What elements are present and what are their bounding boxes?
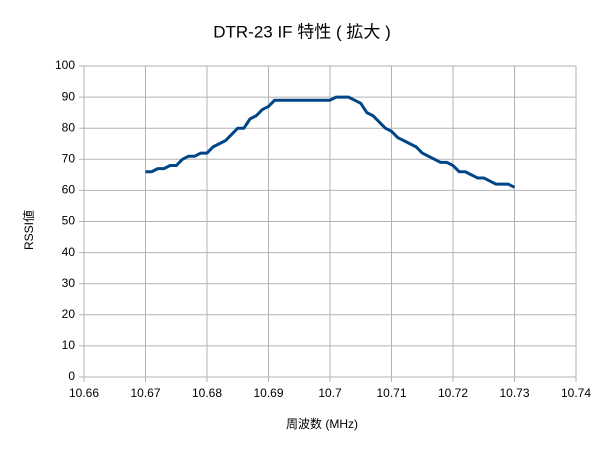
y-tick-label: 10 [62, 338, 76, 352]
data-line [145, 95, 516, 189]
y-tick-label: 50 [62, 214, 76, 228]
x-tick-label: 10.67 [130, 386, 160, 400]
x-tick-label: 10.71 [376, 386, 406, 400]
x-tick-label: 10.69 [253, 386, 283, 400]
y-tick-label: 0 [68, 369, 75, 383]
y-tick-label: 70 [62, 151, 76, 165]
y-tick-label: 80 [62, 120, 76, 134]
y-tick-label: 100 [55, 58, 75, 72]
y-tick-label: 60 [62, 183, 76, 197]
y-tick-label: 40 [62, 245, 76, 259]
x-tick-label: 10.73 [499, 386, 529, 400]
y-tick-label: 30 [62, 276, 76, 290]
x-tick-label: 10.74 [561, 386, 591, 400]
y-axis-label: RSSI値 [21, 210, 36, 250]
x-tick-label: 10.7 [318, 386, 342, 400]
x-tick-label: 10.68 [192, 386, 222, 400]
x-tick-label: 10.72 [438, 386, 468, 400]
x-axis-label: 周波数 (MHz) [286, 416, 358, 431]
y-tick-label: 90 [62, 89, 76, 103]
chart-title: DTR-23 IF 特性 ( 拡大 ) [213, 22, 391, 41]
y-tick-label: 20 [62, 307, 76, 321]
x-tick-label: 10.66 [69, 386, 99, 400]
